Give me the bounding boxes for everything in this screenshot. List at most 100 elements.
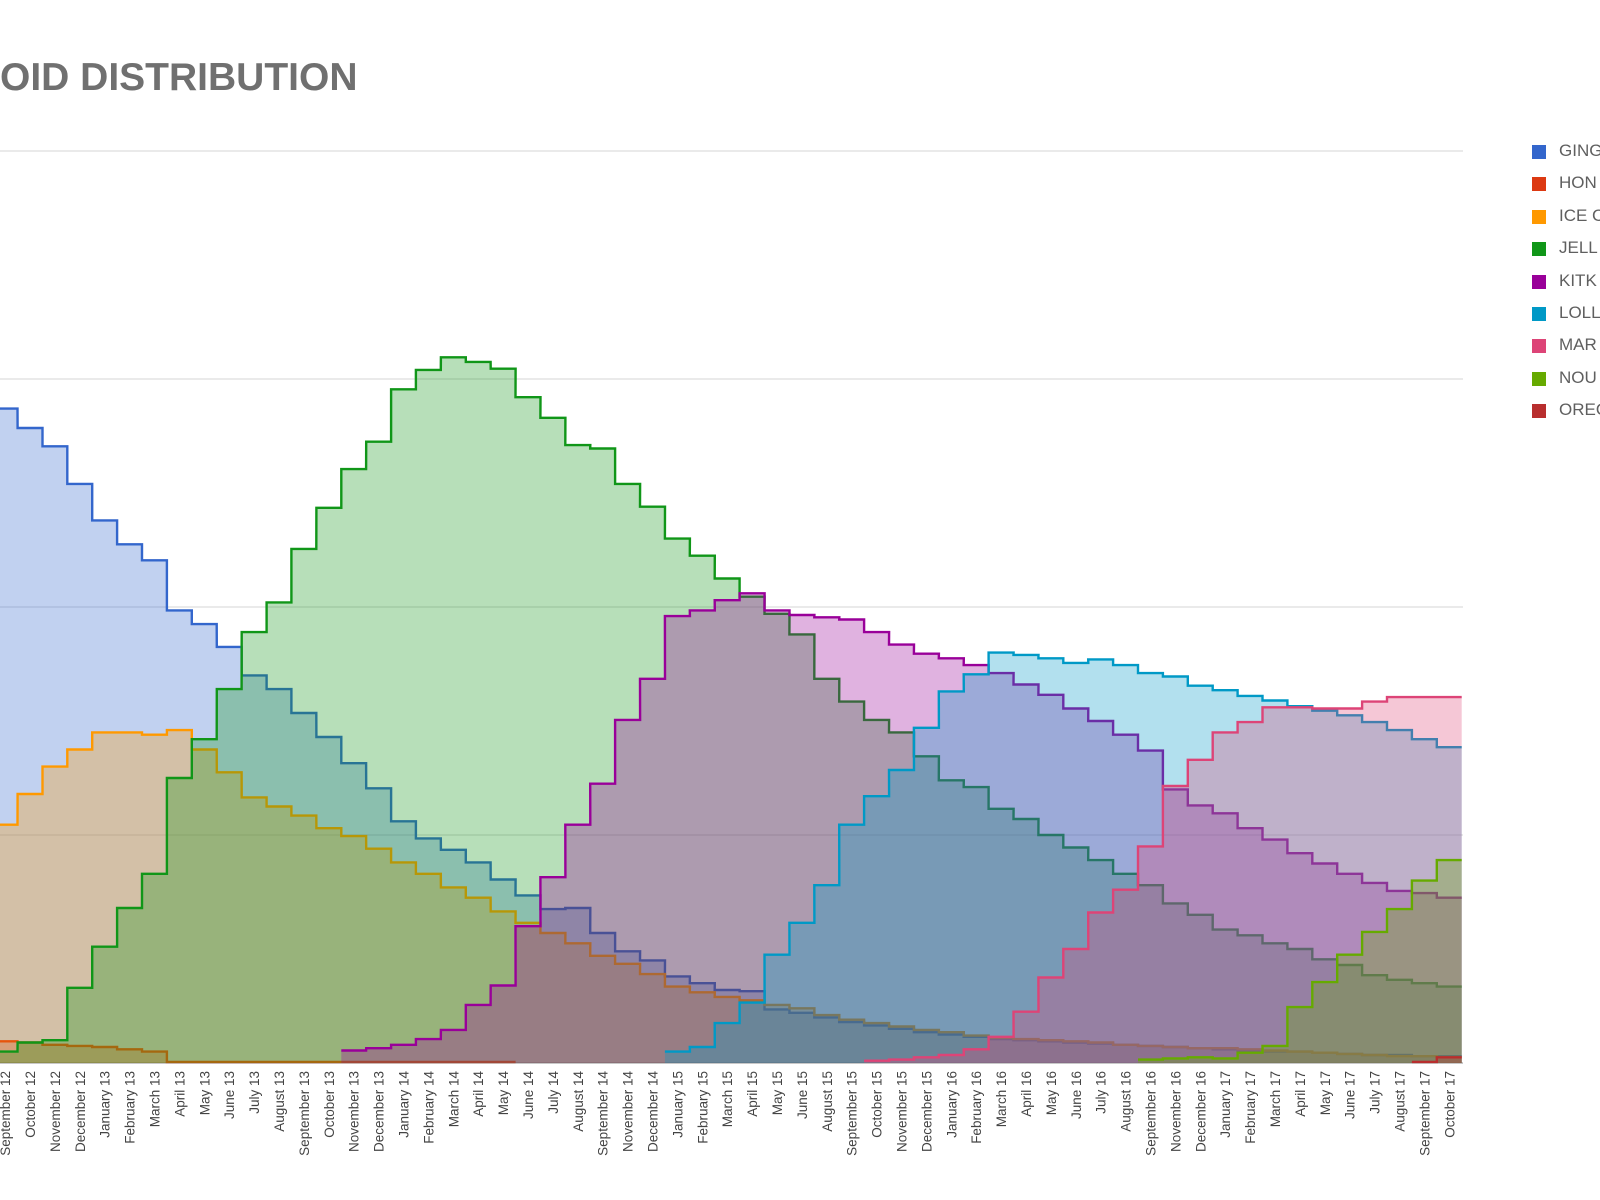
x-tick-label: October 17 bbox=[1442, 1071, 1457, 1138]
legend-swatch bbox=[1532, 177, 1546, 192]
legend-swatch bbox=[1532, 209, 1546, 224]
series-line bbox=[0, 356, 1462, 1053]
series-oreo bbox=[1411, 1056, 1462, 1064]
x-tick-label: March 15 bbox=[720, 1071, 735, 1127]
series-area bbox=[0, 408, 1462, 1064]
gridlines bbox=[0, 150, 1463, 1064]
legend-swatch bbox=[1532, 339, 1546, 354]
x-tick-label: March 14 bbox=[446, 1071, 461, 1128]
x-tick-label: November 14 bbox=[621, 1071, 636, 1153]
x-tick-label: February 14 bbox=[421, 1071, 436, 1144]
x-tick-label: September 16 bbox=[1144, 1071, 1159, 1156]
x-tick-label: October 12 bbox=[23, 1071, 38, 1138]
x-tick-label: May 17 bbox=[1318, 1071, 1333, 1115]
x-tick-label: February 13 bbox=[123, 1071, 138, 1144]
x-tick-label: November 16 bbox=[1168, 1071, 1183, 1152]
x-tick-label: September 15 bbox=[845, 1071, 860, 1156]
x-tick-label: July 17 bbox=[1368, 1071, 1383, 1114]
x-tick-label: January 13 bbox=[98, 1071, 113, 1138]
x-tick-label: November 15 bbox=[895, 1071, 910, 1152]
legend-label: HON bbox=[1559, 173, 1597, 193]
x-tick-label: November 12 bbox=[48, 1071, 63, 1152]
x-tick-label: January 16 bbox=[944, 1071, 959, 1138]
x-tick-label: September 12 bbox=[0, 1071, 13, 1156]
legend-label: MAR bbox=[1559, 335, 1597, 355]
x-tick-label: June 15 bbox=[795, 1071, 810, 1119]
x-tick-label: June 13 bbox=[222, 1071, 237, 1119]
series-mar bbox=[864, 695, 1462, 1063]
x-axis-labels: September 12 October 12 November 12 Decembe… bbox=[0, 1071, 1457, 1156]
x-tick-label: April 14 bbox=[471, 1071, 486, 1117]
legend-swatch bbox=[1532, 371, 1546, 386]
series-line bbox=[341, 592, 1462, 1052]
x-tick-label: December 12 bbox=[73, 1071, 88, 1152]
x-tick-label: May 14 bbox=[496, 1071, 511, 1116]
x-tick-label: June 17 bbox=[1343, 1071, 1358, 1119]
x-tick-label: August 16 bbox=[1119, 1071, 1134, 1132]
x-tick-label: June 16 bbox=[1069, 1071, 1084, 1119]
x-tick-label: April 15 bbox=[745, 1071, 760, 1117]
legend-label: KITK bbox=[1559, 270, 1597, 290]
x-tick-label: October 15 bbox=[870, 1071, 885, 1138]
x-tick-label: January 14 bbox=[397, 1071, 412, 1138]
legend-swatch bbox=[1532, 145, 1546, 159]
x-tick-label: December 15 bbox=[919, 1071, 934, 1152]
series-areas bbox=[0, 356, 1462, 1064]
series-loll bbox=[664, 651, 1462, 1063]
series-area bbox=[0, 1041, 516, 1063]
x-tick-label: December 16 bbox=[1193, 1071, 1208, 1152]
x-tick-label: March 13 bbox=[148, 1071, 163, 1127]
x-tick-label: August 15 bbox=[820, 1071, 835, 1132]
x-tick-label: October 13 bbox=[322, 1071, 337, 1138]
series-nou bbox=[1138, 858, 1462, 1063]
x-tick-label: March 16 bbox=[994, 1071, 1009, 1127]
series-area bbox=[1138, 860, 1462, 1063]
legend-swatch bbox=[1532, 274, 1546, 289]
x-tick-label: May 13 bbox=[197, 1071, 212, 1115]
x-tick-label: April 13 bbox=[172, 1071, 187, 1117]
x-tick-label: June 14 bbox=[521, 1071, 536, 1120]
x-tick-label: September 14 bbox=[596, 1071, 611, 1156]
legend-swatch bbox=[1532, 242, 1546, 257]
x-tick-label: July 13 bbox=[247, 1071, 262, 1114]
series-area bbox=[341, 593, 1462, 1063]
x-tick-label: March 17 bbox=[1268, 1071, 1283, 1127]
x-tick-label: January 15 bbox=[670, 1071, 685, 1138]
series-ice-c bbox=[0, 728, 1462, 1063]
x-tick-label: August 14 bbox=[571, 1071, 586, 1132]
x-tick-label: April 17 bbox=[1293, 1071, 1308, 1117]
series-line bbox=[1138, 858, 1462, 1061]
x-tick-label: November 13 bbox=[347, 1071, 362, 1152]
series-kitk bbox=[341, 592, 1462, 1063]
series-line bbox=[0, 728, 1462, 1059]
x-tick-label: December 14 bbox=[646, 1071, 661, 1153]
x-tick-label: August 13 bbox=[272, 1071, 287, 1132]
legend-label: JELL bbox=[1559, 238, 1598, 258]
legend-label: GING bbox=[1559, 141, 1600, 160]
x-tick-label: January 17 bbox=[1218, 1071, 1233, 1138]
legend-label: LOLL bbox=[1559, 302, 1600, 322]
series-line bbox=[1411, 1056, 1462, 1064]
x-tick-label: February 17 bbox=[1243, 1071, 1258, 1144]
series-line bbox=[0, 1040, 516, 1064]
x-tick-label: September 13 bbox=[297, 1071, 312, 1156]
x-tick-label: August 17 bbox=[1393, 1071, 1408, 1132]
x-tick-label: July 16 bbox=[1094, 1071, 1109, 1114]
series-hon bbox=[0, 1040, 516, 1064]
x-tick-label: September 17 bbox=[1417, 1071, 1432, 1156]
series-area bbox=[0, 357, 1462, 1063]
legend-label: NOU bbox=[1559, 367, 1597, 387]
series-line bbox=[864, 695, 1462, 1062]
legend-swatch bbox=[1532, 306, 1546, 321]
series-area bbox=[0, 730, 1462, 1063]
x-tick-label: May 15 bbox=[770, 1071, 785, 1115]
legend-swatch bbox=[1532, 404, 1546, 419]
chart-title: OID DISTRIBUTION bbox=[0, 56, 358, 99]
x-tick-label: December 13 bbox=[372, 1071, 387, 1152]
x-tick-label: February 15 bbox=[695, 1071, 710, 1144]
x-tick-label: May 16 bbox=[1044, 1071, 1059, 1115]
x-tick-label: July 14 bbox=[546, 1071, 561, 1114]
series-line bbox=[664, 651, 1462, 1053]
series-area bbox=[664, 652, 1462, 1063]
x-tick-label: April 16 bbox=[1019, 1071, 1034, 1117]
